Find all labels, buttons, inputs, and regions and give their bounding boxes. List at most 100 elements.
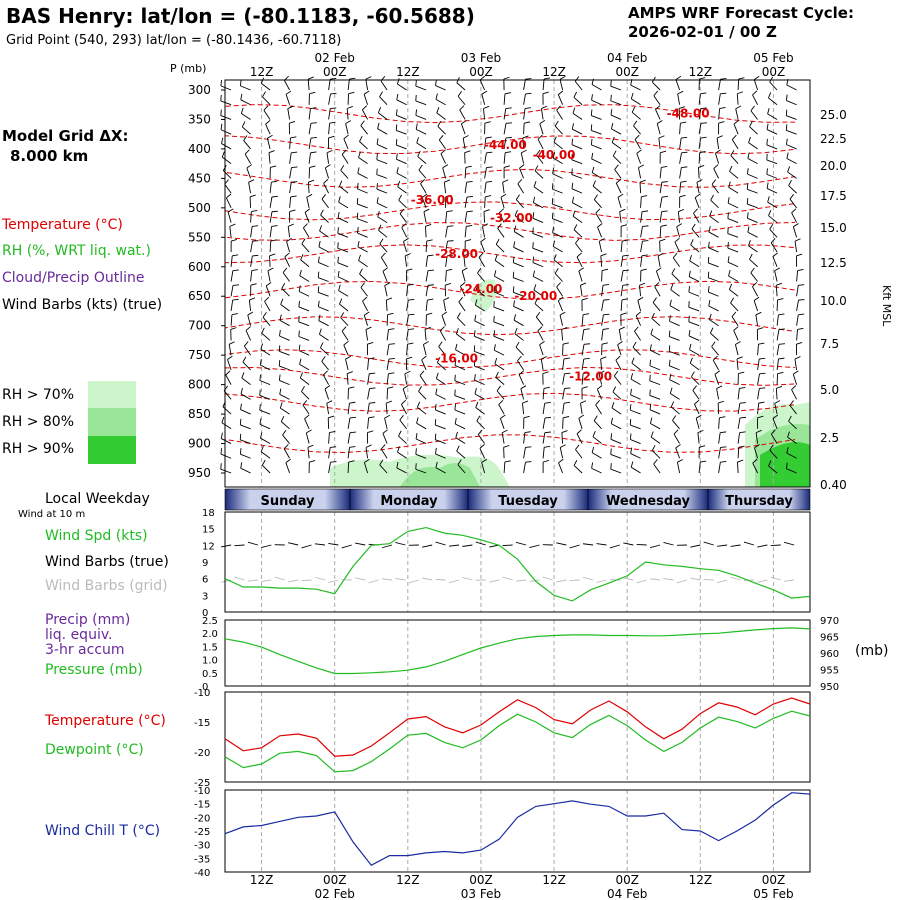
wind-barb-feather <box>597 223 603 228</box>
wind-barb-feather <box>720 78 727 80</box>
wind-barb <box>749 259 758 268</box>
wind-barb-feather <box>638 164 645 168</box>
wind-barb <box>484 137 487 149</box>
wind-barb <box>635 315 642 326</box>
wind-barb <box>655 270 661 282</box>
wind-barb <box>437 362 446 371</box>
wind-barb-feather <box>610 433 613 440</box>
wind-barb <box>439 330 446 341</box>
wind-barb <box>464 196 468 208</box>
wind-barb <box>553 259 563 268</box>
wind-barb <box>610 114 622 120</box>
wind-barb <box>670 289 680 297</box>
wind-barb-feather <box>454 359 457 366</box>
wind-barb-feather <box>464 150 471 154</box>
wind-barb <box>326 403 330 415</box>
wind-barb <box>227 211 232 223</box>
wind-barb <box>382 271 388 282</box>
wind-barb <box>769 81 778 91</box>
surface-wind-barb <box>448 544 460 547</box>
wind-barb <box>357 246 368 253</box>
wind-barb <box>250 226 253 238</box>
wind-barb <box>712 360 719 371</box>
wind-barb <box>386 373 389 385</box>
wind-barb-feather <box>423 341 429 345</box>
wind-barb-feather <box>517 355 522 362</box>
wind-speed-tick: 3 <box>202 591 208 602</box>
wind-barb-feather <box>498 208 505 214</box>
wind-barb-feather <box>649 417 653 424</box>
isotherm-line <box>224 366 796 386</box>
wind-barb <box>689 276 700 282</box>
pressure-tick-label: 900 <box>188 437 211 451</box>
surface-wind-barb <box>757 544 768 548</box>
wind-barb <box>360 287 368 297</box>
wind-barb-feather <box>796 253 803 257</box>
wind-barb <box>552 246 563 253</box>
wind-barb <box>435 98 446 106</box>
grid-wind-barb <box>569 579 580 582</box>
wind-barb <box>737 403 741 415</box>
pressure-tick: 960 <box>820 649 839 660</box>
wind-barb-feather <box>246 164 253 169</box>
wind-barb <box>698 167 700 179</box>
wind-barb <box>365 329 369 341</box>
wind-barb <box>513 231 524 238</box>
wind-barb <box>460 123 466 135</box>
wind-barb-feather <box>261 459 266 466</box>
wind-barb <box>220 100 232 106</box>
wind-barb-feather <box>778 313 785 316</box>
wind-barb <box>307 182 310 194</box>
wind-barb <box>480 241 486 253</box>
wind-barb <box>243 140 251 150</box>
wind-barb <box>600 358 603 370</box>
pressure-tick-label: 650 <box>188 289 211 303</box>
wind-barb <box>358 260 368 268</box>
precip-tick: 0 <box>202 682 208 693</box>
wind-barb <box>728 275 739 282</box>
wind-barb <box>227 359 232 371</box>
grid-wind-barb <box>784 579 795 582</box>
wind-barb-feather <box>362 296 368 302</box>
wind-barb-feather <box>358 151 361 158</box>
wind-barb <box>289 167 292 179</box>
wind-barb-feather <box>477 267 482 274</box>
grid-wind-barb <box>408 579 419 584</box>
wind-barb-feather <box>798 313 805 316</box>
wind-barb <box>438 139 446 150</box>
wind-barb-feather <box>595 400 600 406</box>
wind-barb-feather <box>525 78 532 80</box>
grid-wind-barb <box>462 576 473 581</box>
wind-barb-feather <box>376 153 378 160</box>
wind-barb <box>631 362 641 371</box>
wind-barb-feather <box>611 136 615 143</box>
bottom-time-label: 00Z <box>469 873 493 887</box>
isotherm-line <box>224 135 796 155</box>
wind-barb <box>464 211 468 223</box>
wind-barb <box>298 306 310 312</box>
wind-barb-feather <box>739 416 746 419</box>
wind-barb-feather <box>513 225 517 232</box>
wind-barb <box>776 344 780 356</box>
grid-wind-barb <box>623 577 634 581</box>
wind-chill-tick: -15 <box>194 800 210 811</box>
wind-barb-feather <box>435 372 439 379</box>
wind-barb-feather <box>532 196 536 203</box>
wind-barb <box>553 141 563 150</box>
wind-barb-feather <box>591 166 595 173</box>
wind-barb <box>766 188 778 194</box>
wind-barb <box>378 230 388 238</box>
wind-barb-feather <box>481 90 488 95</box>
wind-barb <box>654 286 661 297</box>
isotherm-line <box>224 201 796 221</box>
wind-barb <box>440 153 447 164</box>
isotherm-label: -16.00 <box>435 352 478 366</box>
page-title: BAS Henry: lat/lon = (-80.1183, -60.5688… <box>6 4 475 28</box>
wind-barb <box>542 403 546 415</box>
wind-barb-feather <box>689 343 692 350</box>
isotherm-label: -48.00 <box>667 107 710 121</box>
wind-barb-feather <box>338 196 341 203</box>
wind-barb-feather <box>500 414 506 419</box>
wind-barb <box>591 158 602 165</box>
wind-barb <box>772 418 778 429</box>
